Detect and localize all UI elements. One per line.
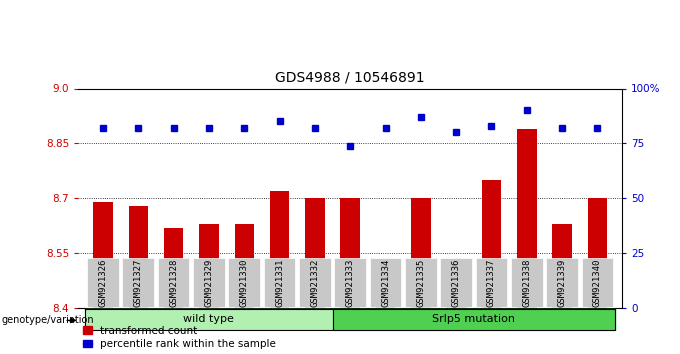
Text: wild type: wild type bbox=[184, 314, 235, 325]
Text: GSM921339: GSM921339 bbox=[558, 259, 566, 307]
Bar bbox=[588, 198, 607, 308]
FancyBboxPatch shape bbox=[370, 258, 401, 308]
Text: genotype/variation: genotype/variation bbox=[1, 315, 94, 325]
Bar bbox=[199, 224, 218, 308]
Text: GSM921332: GSM921332 bbox=[310, 259, 320, 307]
Bar bbox=[93, 202, 113, 308]
Bar bbox=[411, 198, 430, 308]
Bar bbox=[305, 198, 324, 308]
Text: GSM921335: GSM921335 bbox=[416, 259, 426, 307]
Text: GSM921340: GSM921340 bbox=[593, 259, 602, 307]
Text: GSM921333: GSM921333 bbox=[345, 259, 355, 307]
FancyBboxPatch shape bbox=[581, 258, 613, 308]
FancyBboxPatch shape bbox=[264, 258, 295, 308]
FancyBboxPatch shape bbox=[546, 258, 578, 308]
Text: GSM921338: GSM921338 bbox=[522, 259, 531, 307]
Bar bbox=[341, 198, 360, 308]
Bar bbox=[447, 264, 466, 308]
Bar bbox=[376, 304, 395, 308]
Title: GDS4988 / 10546891: GDS4988 / 10546891 bbox=[275, 70, 425, 85]
FancyBboxPatch shape bbox=[87, 258, 119, 308]
Text: Srlp5 mutation: Srlp5 mutation bbox=[432, 314, 515, 325]
FancyBboxPatch shape bbox=[228, 258, 260, 308]
Text: GSM921326: GSM921326 bbox=[99, 259, 107, 307]
FancyBboxPatch shape bbox=[405, 258, 437, 308]
FancyBboxPatch shape bbox=[440, 258, 472, 308]
Text: GSM921329: GSM921329 bbox=[205, 259, 214, 307]
Text: GSM921330: GSM921330 bbox=[240, 259, 249, 307]
FancyBboxPatch shape bbox=[511, 258, 543, 308]
FancyBboxPatch shape bbox=[193, 258, 225, 308]
Bar bbox=[235, 224, 254, 308]
Text: GSM921328: GSM921328 bbox=[169, 259, 178, 307]
Text: GSM921336: GSM921336 bbox=[452, 259, 460, 307]
Text: GSM921327: GSM921327 bbox=[134, 259, 143, 307]
Bar bbox=[552, 224, 572, 308]
Text: GSM921334: GSM921334 bbox=[381, 259, 390, 307]
Bar bbox=[164, 228, 184, 308]
Bar bbox=[129, 206, 148, 308]
Bar bbox=[270, 191, 289, 308]
Bar bbox=[517, 129, 537, 308]
FancyBboxPatch shape bbox=[158, 258, 190, 308]
Text: GSM921331: GSM921331 bbox=[275, 259, 284, 307]
FancyBboxPatch shape bbox=[122, 258, 154, 308]
FancyBboxPatch shape bbox=[299, 258, 330, 308]
FancyBboxPatch shape bbox=[335, 258, 366, 308]
Text: GSM921337: GSM921337 bbox=[487, 259, 496, 307]
FancyBboxPatch shape bbox=[475, 258, 507, 308]
Legend: transformed count, percentile rank within the sample: transformed count, percentile rank withi… bbox=[84, 326, 276, 349]
Bar bbox=[482, 180, 501, 308]
